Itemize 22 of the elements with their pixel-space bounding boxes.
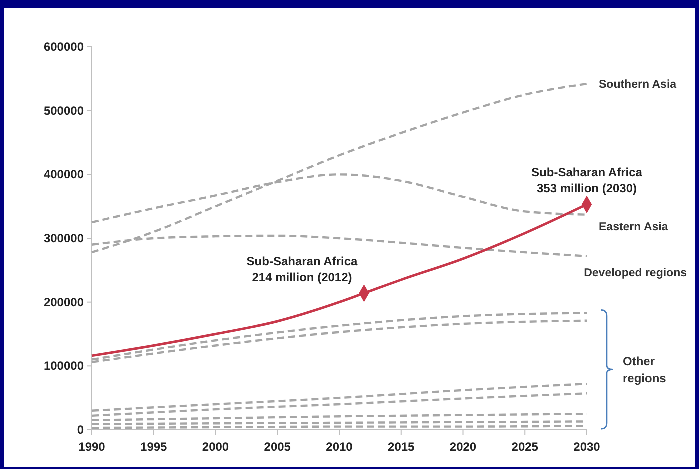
y-tick-label: 300000	[44, 232, 84, 246]
y-tick-label: 100000	[44, 359, 84, 374]
annotation: Sub-Saharan Africa 353 million (2030)	[532, 166, 643, 196]
x-tick-label: 2010	[326, 440, 354, 454]
y-tick-label: 400000	[44, 168, 84, 182]
x-tick-label: 2030	[574, 440, 601, 454]
x-tick-label: 2000	[202, 440, 230, 454]
series-label: Eastern Asia	[599, 222, 669, 234]
x-tick-label: 2005	[264, 440, 292, 454]
x-tick-label: 1995	[140, 440, 168, 454]
y-tick-label: 0	[77, 423, 84, 437]
y-tick-label: 600000	[44, 40, 84, 54]
x-tick-label: 2020	[450, 440, 477, 454]
y-tick-label: 500000	[44, 104, 84, 118]
x-tick-label: 1990	[78, 440, 106, 454]
x-tick-label: 2015	[388, 440, 416, 454]
y-tick-label: 200000	[44, 295, 84, 310]
text: Other regions	[623, 354, 667, 386]
series-label: Southern Asia	[599, 79, 678, 92]
annotation: Sub-Saharan Africa 214 million (2012)	[246, 254, 358, 284]
x-tick-label: 2025	[512, 440, 539, 454]
series-label: Developed regions	[584, 267, 687, 280]
